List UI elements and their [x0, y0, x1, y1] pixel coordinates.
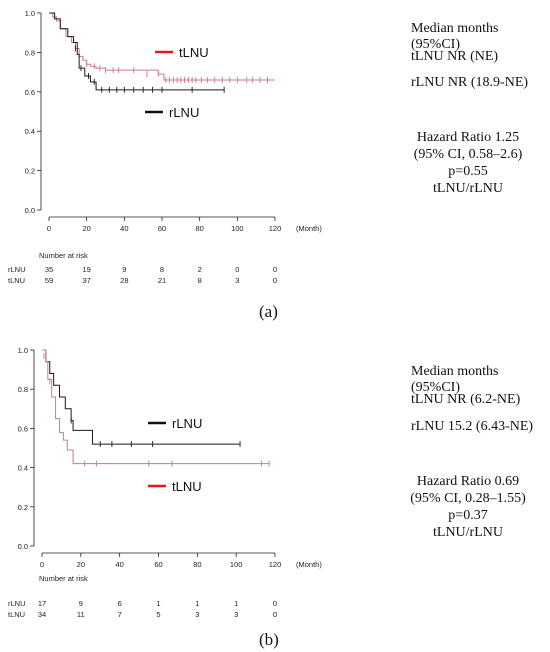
x-tick-label-b-5: 100 — [230, 560, 243, 569]
hr-line-a-4: tLNU/rLNU — [433, 181, 503, 196]
median-line-b-1: tLNU NR (6.2-NE) — [411, 392, 521, 407]
risk-value-rLNU-a-5: 0 — [235, 265, 239, 274]
risk-value-rLNU-b-6: 0 — [273, 599, 277, 608]
km-plot-b: 0.00.20.40.60.81.00 20 40 60 80 100 120 (Month)… — [8, 346, 322, 619]
km-line-rLNU-a — [49, 12, 225, 91]
y-tick-label-b-1: 0.2 — [18, 503, 28, 512]
risk-value-tLNU-b-5: 3 — [234, 610, 238, 619]
x-tick-label-b-6: 120 — [269, 560, 282, 569]
hr-line-a-2: (95% CI, 0.58–2.6) — [413, 147, 523, 162]
risk-value-tLNU-b-0: 34 — [38, 610, 46, 619]
panel-label-b: (b) — [259, 630, 279, 649]
legend-label-tLNU-b: tLNU — [172, 479, 202, 494]
hazard-ratio-block-b: Hazard Ratio 0.69 (95% CI, 0.28–1.55) p=… — [383, 473, 550, 541]
risk-row-label-tLNU-b: tLNU — [8, 610, 25, 619]
y-tick-label-b-3: 0.6 — [18, 424, 28, 433]
risk-row-label-rLNU-a: rLNU — [8, 265, 26, 274]
median-title-b: Median months (95%CI) — [411, 364, 499, 395]
risk-value-tLNU-a-6: 0 — [273, 276, 277, 285]
y-tick-label-a-0: 0.0 — [25, 206, 35, 215]
risk-value-rLNU-b-3: 1 — [156, 599, 160, 608]
km-line-tLNU-b — [42, 349, 270, 465]
x-unit-label-a: (Month) — [296, 224, 322, 233]
x-tick-label-b-4: 80 — [193, 560, 201, 569]
risk-value-rLNU-b-2: 6 — [118, 599, 122, 608]
x-tick-label-a-0: 0 — [47, 224, 51, 233]
hr-line-b-4: tLNU/rLNU — [433, 525, 503, 540]
hr-line-a-1: Hazard Ratio 1.25 — [416, 130, 520, 145]
x-tick-label-a-1: 20 — [82, 224, 90, 233]
risk-value-tLNU-a-1: 37 — [82, 276, 90, 285]
risk-value-tLNU-b-3: 5 — [156, 610, 160, 619]
risk-value-rLNU-b-0: 17 — [38, 599, 46, 608]
x-tick-label-a-3: 60 — [158, 224, 166, 233]
risk-value-rLNU-a-3: 8 — [160, 265, 164, 274]
risk-table-title-a: Number at risk — [39, 251, 88, 260]
y-tick-label-a-2: 0.4 — [25, 127, 35, 136]
risk-value-rLNU-a-2: 9 — [122, 265, 126, 274]
median-line-a-1: tLNU NR (NE) — [411, 49, 499, 64]
x-unit-label-b: (Month) — [296, 560, 322, 569]
x-tick-label-a-6: 120 — [269, 224, 282, 233]
risk-value-rLNU-b-5: 1 — [234, 599, 238, 608]
x-tick-label-b-3: 60 — [154, 560, 162, 569]
y-tick-label-b-4: 0.8 — [18, 385, 28, 394]
risk-value-tLNU-a-2: 28 — [120, 276, 128, 285]
median-title-a: Median months (95%CI) — [411, 21, 499, 52]
risk-value-rLNU-a-0: 35 — [45, 265, 53, 274]
y-tick-label-a-4: 0.8 — [25, 48, 35, 57]
risk-value-tLNU-b-2: 7 — [118, 610, 122, 619]
km-line-rLNU-b — [42, 349, 241, 445]
risk-value-tLNU-a-3: 21 — [158, 276, 166, 285]
y-tick-label-a-1: 0.2 — [25, 167, 35, 176]
risk-value-tLNU-a-5: 3 — [235, 276, 239, 285]
x-tick-label-a-2: 40 — [120, 224, 128, 233]
risk-value-rLNU-a-1: 19 — [82, 265, 90, 274]
x-tick-label-a-4: 80 — [195, 224, 203, 233]
risk-value-rLNU-b-4: 1 — [195, 599, 199, 608]
risk-value-rLNU-a-4: 2 — [198, 265, 202, 274]
risk-row-label-tLNU-a: tLNU — [8, 276, 25, 285]
hr-line-b-3: p=0.37 — [448, 508, 488, 523]
risk-table-title-b: Number at risk — [39, 574, 88, 583]
risk-value-tLNU-b-6: 0 — [273, 610, 277, 619]
y-tick-label-b-2: 0.4 — [18, 464, 28, 473]
y-tick-label-a-5: 1.0 — [25, 9, 35, 18]
y-tick-label-b-0: 0.0 — [18, 542, 28, 551]
km-plot-a: 0.00.20.40.60.81.00 20 40 60 80 100 120 (Month)… — [8, 9, 322, 285]
risk-value-tLNU-b-4: 3 — [195, 610, 199, 619]
x-tick-label-b-2: 40 — [115, 560, 123, 569]
risk-value-rLNU-a-6: 0 — [273, 265, 277, 274]
hr-line-b-2: (95% CI, 0.28–1.55) — [410, 491, 526, 506]
median-line-a-2: rLNU NR (18.9-NE) — [411, 75, 529, 90]
legend-label-tLNU-a: tLNU — [179, 45, 209, 60]
hr-line-b-1: Hazard Ratio 0.69 — [416, 474, 520, 489]
risk-value-tLNU-a-4: 8 — [198, 276, 202, 285]
risk-value-tLNU-b-1: 11 — [77, 610, 85, 619]
x-tick-label-b-0: 0 — [40, 560, 44, 569]
hr-line-a-3: p=0.55 — [448, 164, 488, 179]
risk-value-tLNU-a-0: 59 — [45, 276, 53, 285]
legend-label-rLNU-a: rLNU — [169, 105, 199, 120]
y-tick-label-a-3: 0.6 — [25, 88, 35, 97]
risk-value-rLNU-b-1: 9 — [79, 599, 83, 608]
x-tick-label-a-5: 100 — [231, 224, 244, 233]
panel-label-a: (a) — [259, 302, 278, 321]
x-tick-label-b-1: 20 — [77, 560, 85, 569]
risk-row-label-rLNU-b: rLNU — [8, 599, 26, 608]
km-line-tLNU-a — [49, 12, 275, 81]
legend-label-rLNU-b: rLNU — [172, 416, 202, 431]
y-tick-label-b-5: 1.0 — [18, 346, 28, 355]
median-line-b-2: rLNU 15.2 (6.43-NE) — [411, 419, 534, 434]
hazard-ratio-block-a: Hazard Ratio 1.25 (95% CI, 0.58–2.6) p=0… — [383, 129, 550, 197]
